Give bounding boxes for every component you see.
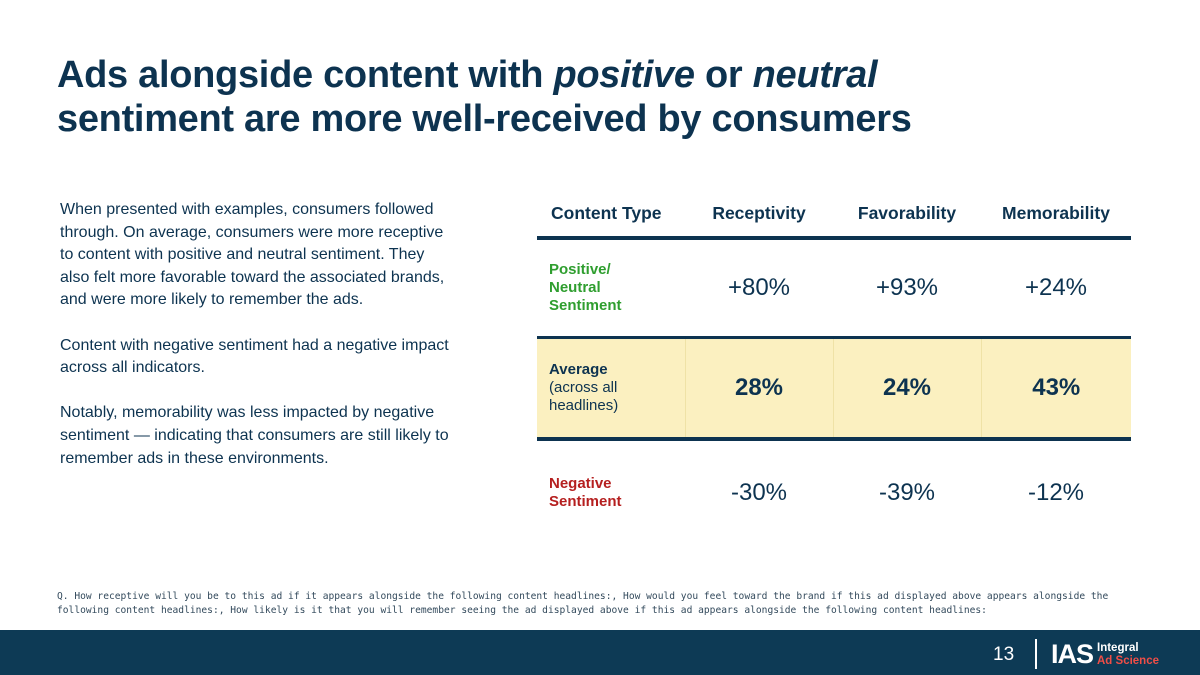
row-label-average: Average (across all headlines) <box>537 337 685 441</box>
paragraph: Notably, memorability was less impacted … <box>60 404 449 467</box>
row-label-negative: Negative Sentiment <box>549 475 622 510</box>
table-row-positive-neutral: Positive/ Neutral Sentiment +80% +93% +2… <box>537 238 1131 339</box>
results-table: Content Type Receptivity Favorability Me… <box>537 190 1131 545</box>
table-row-negative: Negative Sentiment -30% -39% -12% <box>537 439 1131 545</box>
footnote: Q. How receptive will you be to this ad … <box>57 591 1109 616</box>
cell-positive-favorability: +93% <box>833 238 981 339</box>
row-label-positive-neutral: Positive/ Neutral Sentiment <box>537 238 685 339</box>
paragraph: When presented with examples, consumers … <box>60 201 445 309</box>
header-memorability: Memorability <box>981 190 1131 240</box>
page-title: Ads alongside content with positive or n… <box>57 54 912 140</box>
footer-divider <box>1035 639 1037 669</box>
cell-positive-memorability: +24% <box>981 238 1131 339</box>
logo-wordmark: Integral Ad Science <box>1097 642 1159 667</box>
paragraph: Content with negative sentiment had a ne… <box>60 336 449 377</box>
page-number: 13 <box>993 644 1015 665</box>
header-receptivity: Receptivity <box>685 190 833 240</box>
cell-average-receptivity: 28% <box>684 337 833 441</box>
cell-negative-receptivity: -30% <box>730 479 788 506</box>
cell-negative-favorability: -39% <box>878 479 936 506</box>
cell-negative-memorability: -12% <box>1027 479 1085 506</box>
table-header-row: Content Type Receptivity Favorability Me… <box>537 190 1131 240</box>
cell-positive-receptivity: +80% <box>685 238 833 339</box>
cell-average-favorability: 24% <box>832 337 981 441</box>
footer-bar: 13 IAS Integral Ad Science <box>0 630 1200 675</box>
body-text: When presented with examples, consumers … <box>60 199 450 493</box>
cell-average-memorability: 43% <box>980 337 1131 441</box>
table-row-average: Average (across all headlines) 28% 24% 4… <box>537 337 1131 441</box>
logo-mark: IAS <box>1051 639 1094 669</box>
header-content-type: Content Type <box>537 190 685 240</box>
header-favorability: Favorability <box>833 190 981 240</box>
